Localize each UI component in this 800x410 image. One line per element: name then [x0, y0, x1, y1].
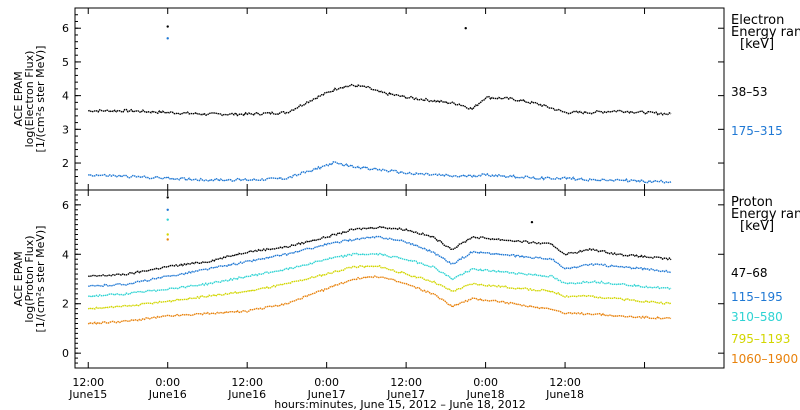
legend-title: [keV] [740, 37, 774, 52]
x-tick-label: 12:00 [549, 376, 581, 389]
outlier-point [166, 25, 169, 28]
series-line-1-2 [88, 252, 672, 298]
y-tick-label: 5 [62, 56, 69, 69]
legend-entry: 115–195 [731, 290, 783, 304]
outlier-point [166, 233, 169, 236]
y-tick-label: 2 [62, 298, 69, 311]
legend-title: [keV] [740, 219, 774, 234]
legend-title: Proton [731, 195, 773, 210]
y-axis-label: log(Proton Flux) [23, 235, 36, 322]
y-axis-label: [1/(cm²s ster MeV)] [34, 46, 47, 153]
y-tick-label: 6 [62, 199, 69, 212]
legend-title: Energy range [731, 207, 800, 222]
legend-entry: 38–53 [731, 85, 768, 99]
x-day-label: June18 [545, 388, 584, 401]
x-tick-label: 12:00 [72, 376, 104, 389]
y-tick-label: 4 [62, 248, 69, 261]
x-day-label: June17 [307, 388, 346, 401]
outlier-point [166, 37, 169, 40]
legend-entry: 795–1193 [731, 332, 790, 346]
y-axis-label: log(Electron Flux) [23, 51, 36, 148]
legend-entry: 47–68 [731, 266, 768, 280]
series-line-0-1 [87, 161, 672, 184]
x-day-label: June16 [227, 388, 266, 401]
x-tick-label: 0:00 [314, 376, 339, 389]
y-tick-label: 6 [62, 22, 69, 35]
x-tick-label: 0:00 [473, 376, 498, 389]
outlier-point [166, 208, 169, 211]
y-axis-label: [1/(cm²s ster MeV)] [34, 226, 47, 333]
x-tick-label: 0:00 [155, 376, 180, 389]
outlier-point [530, 220, 534, 224]
x-day-label: June18 [466, 388, 505, 401]
x-day-label: June16 [148, 388, 187, 401]
plot-frame [74, 7, 725, 369]
y-tick-label: 0 [62, 347, 69, 360]
y-axis-label: ACE EPAM [12, 71, 25, 126]
series-line-1-4 [87, 275, 672, 325]
y-tick-label: 3 [62, 123, 69, 136]
outlier-point [464, 27, 467, 30]
x-axis-title: hours:minutes, June 15, 2012 – June 18, … [274, 398, 526, 410]
y-tick-label: 2 [62, 157, 69, 170]
x-tick-label: 12:00 [390, 376, 422, 389]
y-tick-label: 4 [62, 90, 69, 103]
outlier-point [166, 218, 169, 221]
x-day-label: June15 [68, 388, 107, 401]
legend-title: Electron [731, 13, 784, 28]
x-tick-label: 12:00 [231, 376, 263, 389]
outlier-point [166, 238, 169, 241]
legend-title: Energy range [731, 25, 800, 40]
series-line-1-1 [88, 235, 672, 288]
series-line-0-0 [88, 83, 672, 117]
y-axis-label: ACE EPAM [12, 251, 25, 306]
legend-entry: 175–315 [731, 124, 783, 138]
legend-entry: 310–580 [731, 310, 783, 324]
series-line-1-0 [88, 225, 672, 278]
series-line-1-3 [87, 264, 672, 310]
x-day-label: June17 [386, 388, 425, 401]
legend-entry: 1060–1900 [731, 352, 798, 366]
outlier-point [166, 196, 169, 199]
